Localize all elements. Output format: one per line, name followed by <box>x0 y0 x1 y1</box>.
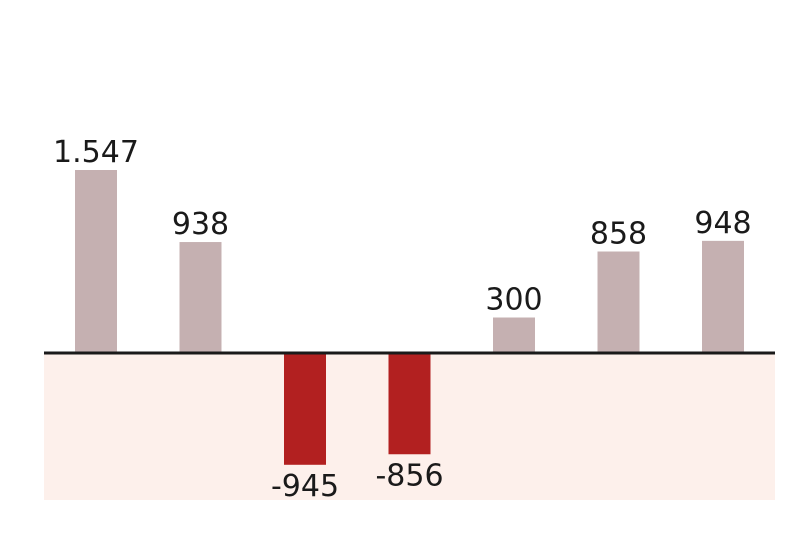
bar-1 <box>179 242 222 353</box>
data-label-4: 300 <box>485 283 542 318</box>
data-label-5: 858 <box>590 217 647 252</box>
bar-3 <box>388 353 431 455</box>
data-label-3: -856 <box>375 458 443 493</box>
data-label-1: 938 <box>172 207 229 242</box>
bar-5 <box>597 251 640 353</box>
bar-2 <box>284 353 326 465</box>
bar-4 <box>493 317 535 353</box>
bar-6 <box>702 240 744 353</box>
data-label-0: 1.547 <box>53 135 139 170</box>
bar-0 <box>75 170 117 353</box>
data-label-6: 948 <box>694 206 751 241</box>
data-label-2: -945 <box>271 469 339 504</box>
